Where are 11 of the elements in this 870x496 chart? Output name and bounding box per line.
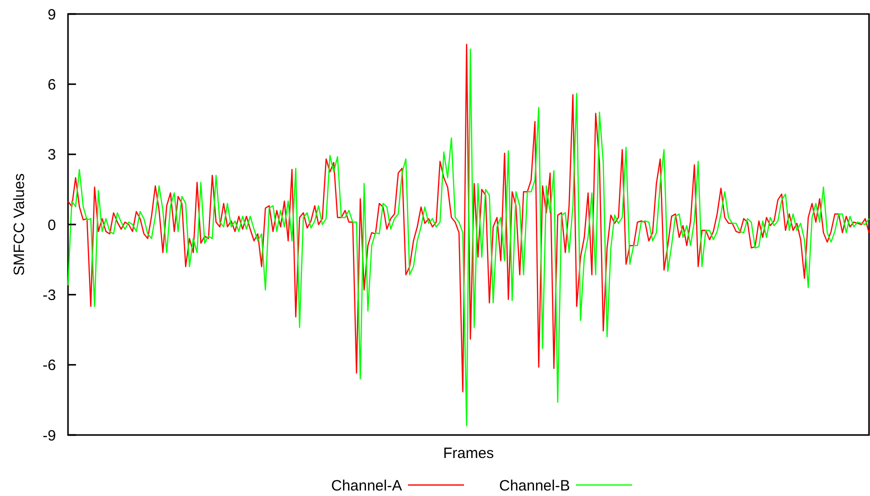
y-tick-label: -9 bbox=[42, 427, 56, 444]
y-tick-label: -6 bbox=[42, 357, 56, 374]
y-tick-label: 0 bbox=[48, 216, 56, 234]
y-tick-label: 9 bbox=[48, 6, 56, 24]
y-axis-title: SMFCC Values bbox=[11, 173, 28, 276]
legend-label: Channel-B bbox=[499, 477, 570, 494]
y-tick-label: -3 bbox=[42, 286, 56, 304]
legend-label: Channel-A bbox=[331, 477, 402, 494]
x-axis-title: Frames bbox=[443, 445, 494, 462]
y-tick-label: 3 bbox=[48, 146, 56, 164]
y-tick-label: 6 bbox=[48, 76, 56, 94]
